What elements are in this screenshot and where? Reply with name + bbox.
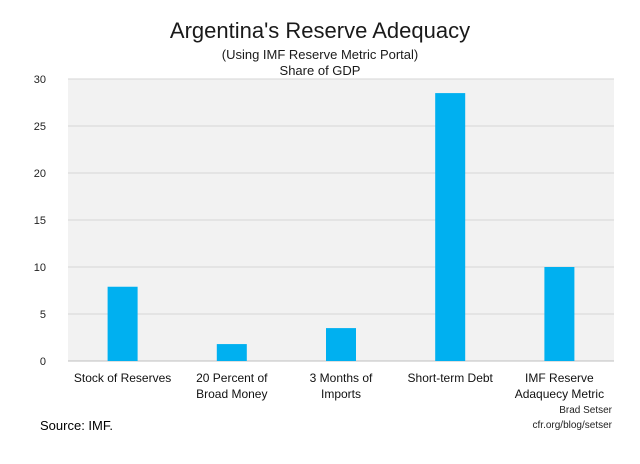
author-credit: Brad Setser [559, 405, 612, 416]
y-tick-label: 10 [34, 262, 46, 274]
y-axis-label: Share of GDP [279, 63, 361, 78]
bar [435, 93, 466, 361]
x-tick-label: Stock of Reserves [74, 371, 171, 385]
chart-subtitle: (Using IMF Reserve Metric Portal) [221, 47, 419, 62]
site-credit: cfr.org/blog/setser [532, 420, 612, 431]
x-tick-label: Broad Money [196, 387, 267, 401]
bar [107, 286, 138, 361]
y-tick-label: 5 [40, 309, 46, 321]
source-note: Source: IMF. [40, 418, 113, 433]
y-tick-label: 30 [34, 74, 46, 86]
y-tick-label: 20 [34, 168, 46, 180]
y-tick-label: 0 [40, 356, 46, 368]
bar [326, 328, 356, 361]
x-tick-label: Imports [321, 387, 361, 401]
bar [216, 344, 247, 361]
x-tick-label: IMF Reserve [525, 371, 594, 385]
chart-title: Argentina's Reserve Adequacy [169, 18, 471, 43]
x-tick-label: Short-term Debt [408, 371, 494, 385]
bar [544, 267, 575, 361]
x-tick-label: 3 Months of [310, 371, 373, 385]
y-tick-label: 25 [34, 121, 46, 133]
x-tick-label: Adaquecy Metric [515, 387, 604, 401]
x-tick-label: 20 Percent of [196, 371, 268, 385]
y-tick-label: 15 [34, 215, 46, 227]
